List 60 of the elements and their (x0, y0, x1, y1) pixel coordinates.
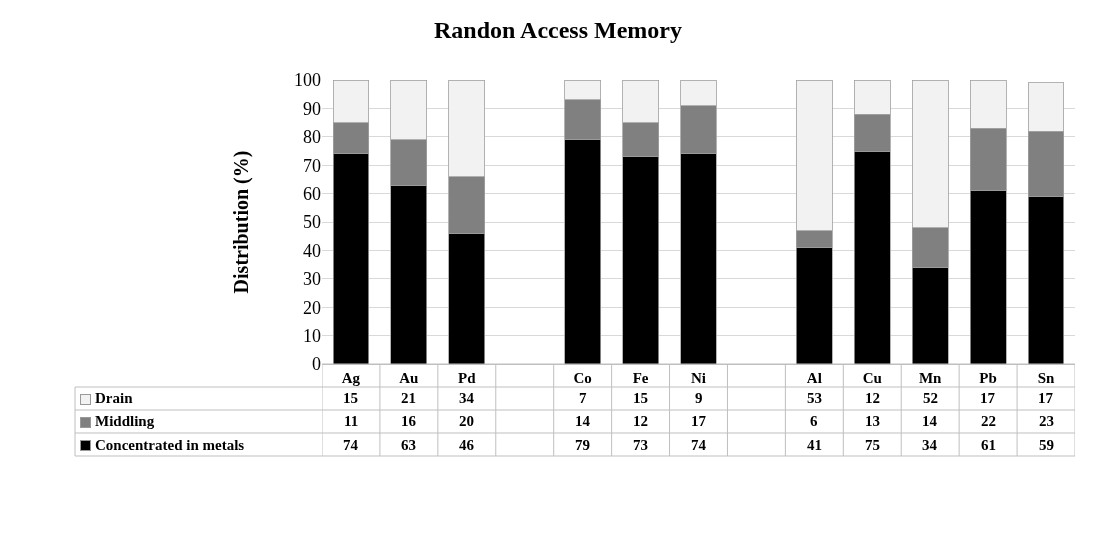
legend-label: Middling (95, 413, 155, 429)
x-tick-label: Cu (862, 370, 882, 386)
y-tick-label: 70 (303, 155, 321, 176)
data-label: 13 (865, 413, 880, 429)
y-tick-label: 10 (303, 325, 321, 346)
data-label: 17 (1038, 390, 1054, 406)
legend-label: Drain (95, 390, 134, 406)
data-label: 12 (865, 390, 880, 406)
x-tick-label: Sn (1037, 370, 1056, 386)
data-label: 74 (691, 437, 707, 453)
x-tick-label: Ag (341, 370, 361, 386)
data-label: 17 (980, 390, 996, 406)
x-tick-label: Co (573, 370, 592, 386)
legend-label: Concentrated in metals (95, 437, 245, 453)
data-label: 7 (579, 390, 587, 406)
y-tick-label: 50 (303, 212, 321, 233)
data-label: 17 (691, 413, 707, 429)
y-tick-label: 90 (303, 98, 321, 119)
data-label: 15 (633, 390, 648, 406)
x-tick-label: Fe (632, 370, 649, 386)
y-tick-label: 30 (303, 269, 321, 290)
y-tick-label: 20 (303, 297, 321, 318)
data-label: 59 (1039, 437, 1054, 453)
data-label: 16 (401, 413, 417, 429)
x-tick-label: Ni (691, 370, 706, 386)
data-label: 22 (981, 413, 996, 429)
x-tick-label: Mn (918, 370, 943, 386)
data-label: 34 (459, 390, 475, 406)
data-label: 9 (695, 390, 703, 406)
x-tick-label: Al (806, 370, 822, 386)
y-tick-label: 60 (303, 183, 321, 204)
chart-title: Randon Access Memory (434, 17, 682, 43)
data-label: 75 (865, 437, 880, 453)
data-label: 61 (981, 437, 996, 453)
data-label: 11 (344, 413, 359, 429)
x-tick-label: Pb (979, 370, 997, 386)
data-label: 52 (923, 390, 938, 406)
x-tick-label: Pd (458, 370, 477, 386)
data-label: 20 (459, 413, 474, 429)
data-label: 14 (575, 413, 591, 429)
data-label: 21 (401, 390, 416, 406)
x-tick-label: Au (399, 370, 419, 386)
data-label: 74 (343, 437, 359, 453)
data-label: 34 (922, 437, 938, 453)
y-tick-label: 100 (294, 70, 321, 91)
y-axis-title: Distribution (%) (229, 150, 253, 294)
y-tick-label: 40 (303, 240, 321, 261)
data-label: 63 (401, 437, 416, 453)
data-label: 15 (343, 390, 358, 406)
data-label: 46 (459, 437, 475, 453)
data-label: 6 (810, 413, 818, 429)
data-label: 14 (922, 413, 938, 429)
data-label: 41 (807, 437, 822, 453)
data-label: 73 (633, 437, 648, 453)
data-label: 23 (1039, 413, 1054, 429)
y-tick-label: 80 (303, 127, 321, 148)
data-label: 12 (633, 413, 648, 429)
y-tick-label: 0 (312, 354, 321, 375)
data-label: 79 (575, 437, 590, 453)
data-label: 53 (807, 390, 822, 406)
